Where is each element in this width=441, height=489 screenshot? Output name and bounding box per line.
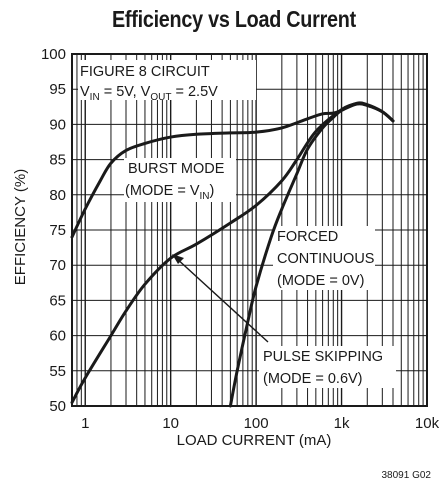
x-tick-label: 10 xyxy=(162,415,179,432)
annotation-background xyxy=(78,60,256,100)
x-tick-label: 1 xyxy=(81,415,89,432)
annotation-background xyxy=(259,346,396,388)
series-layer xyxy=(70,101,395,408)
y-tick-label: 75 xyxy=(49,222,66,239)
x-tick-label: 10k xyxy=(415,415,440,432)
y-axis-label: EFFICIENCY (%) xyxy=(12,169,29,285)
y-tick-label: 50 xyxy=(49,398,66,415)
annotation-figure8-line1: FIGURE 8 CIRCUIT xyxy=(80,64,210,80)
annotation-backgrounds xyxy=(78,60,396,388)
annotation-background xyxy=(273,226,375,290)
pulse-skipping-arrowhead xyxy=(172,254,184,264)
chart-title: Efficiency vs Load Current xyxy=(112,6,356,32)
annotation-forced-line1: FORCED xyxy=(277,229,338,245)
annotation-forced-line2: CONTINUOUS xyxy=(277,251,374,267)
y-tick-label: 85 xyxy=(49,152,66,169)
y-tick-label: 65 xyxy=(49,292,66,309)
y-tick-label: 90 xyxy=(49,116,66,133)
annotation-figure8-line2: VIN = 5V, VOUT = 2.5V xyxy=(80,84,218,103)
y-tick-label: 70 xyxy=(49,257,66,274)
figure-id: 38091 G02 xyxy=(381,470,432,481)
annotation-background xyxy=(124,158,236,202)
x-axis-label: LOAD CURRENT (mA) xyxy=(177,432,332,449)
y-tick-label: 95 xyxy=(49,81,66,98)
pulse-skipping-curve xyxy=(70,102,395,404)
tick-labels: 50 55 60 65 70 75 80 85 90 95 100 1 10 100 1k 10k xyxy=(41,46,440,432)
annotation-burst-line1: BURST MODE xyxy=(128,161,225,177)
annotation-burst-line2: (MODE = VIN) xyxy=(125,183,214,202)
annotation-pulse-line2: (MODE = 0.6V) xyxy=(263,371,363,387)
x-tick-label: 1k xyxy=(334,415,350,432)
annotation-forced-line3: (MODE = 0V) xyxy=(277,273,364,289)
y-tick-label: 55 xyxy=(49,363,66,380)
pulse-skipping-arrow xyxy=(174,256,269,343)
annotation-pulse-line1: PULSE SKIPPING xyxy=(263,349,383,365)
y-tick-label: 80 xyxy=(49,187,66,204)
x-tick-label: 100 xyxy=(244,415,269,432)
plot-frame xyxy=(71,53,428,407)
y-tick-label: 60 xyxy=(49,328,66,345)
y-tick-label: 100 xyxy=(41,46,66,63)
